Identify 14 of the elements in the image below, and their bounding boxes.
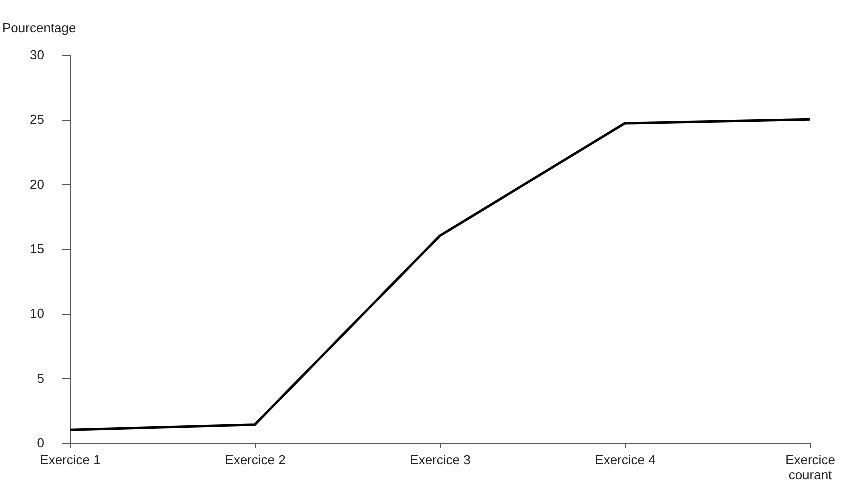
y-tick-label: 0: [37, 436, 44, 450]
y-tick-label: 10: [30, 306, 44, 322]
y-axis-title: Pourcentage: [2, 20, 76, 36]
y-tick-label: 30: [30, 48, 44, 62]
y-tick-label: 20: [30, 176, 44, 192]
x-tick-label: Exercice 4: [595, 452, 656, 468]
y-tick-label: 25: [30, 112, 44, 128]
y-tick-label: 15: [30, 242, 44, 256]
x-tick-label: Exercice 1: [40, 452, 101, 468]
y-tick-label: 5: [37, 370, 44, 386]
x-tick-label: Exercice 3: [410, 452, 471, 468]
line-series: [68, 118, 812, 432]
x-tick-label: Exercice courant: [786, 452, 836, 482]
x-tick-label: Exercice 2: [225, 452, 286, 468]
